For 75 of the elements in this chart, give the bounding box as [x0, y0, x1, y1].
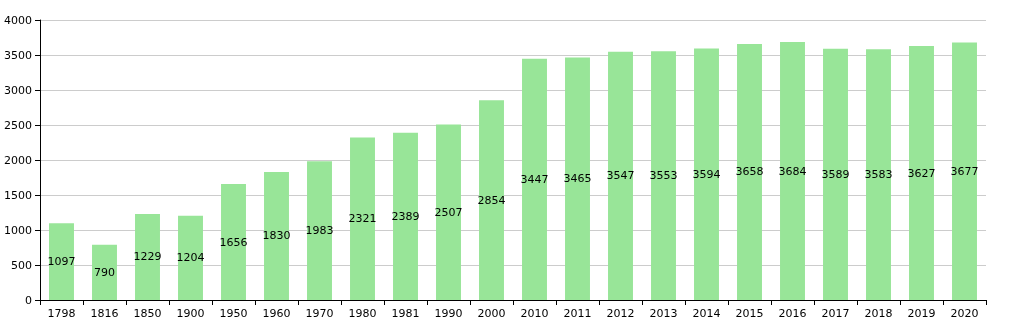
data-label: 3583: [864, 168, 893, 182]
data-label: 1656: [219, 235, 248, 249]
bar: [393, 132, 418, 300]
bar: [307, 161, 332, 300]
x-tick-label: 1970: [305, 307, 334, 320]
bar: [92, 244, 117, 300]
y-tick-label: 1500: [4, 188, 32, 202]
x-tick-label: 1990: [434, 307, 463, 320]
x-tick-label: 1900: [176, 307, 205, 320]
data-label: 3465: [563, 172, 592, 186]
data-label: 3589: [821, 167, 850, 181]
data-label: 3447: [520, 172, 549, 186]
bar: [737, 43, 762, 300]
y-tick-label: 4000: [4, 13, 32, 27]
x-tick-label: 2018: [864, 307, 893, 320]
x-tick-label: 2000: [477, 307, 506, 320]
data-label: 3553: [649, 169, 678, 183]
data-label: 2389: [391, 209, 420, 223]
y-tick-label: 3000: [4, 83, 32, 97]
bar: [909, 46, 934, 300]
data-label: 1229: [133, 250, 162, 264]
x-tick-label: 2010: [520, 307, 549, 320]
bar: [350, 137, 375, 300]
y-tick-label: 0: [25, 293, 32, 307]
data-label: 2854: [477, 193, 506, 207]
bar: [952, 42, 977, 300]
bar: [49, 223, 74, 300]
bar: [479, 100, 504, 300]
x-tick-label: 2015: [735, 307, 764, 320]
bar: [694, 48, 719, 300]
bar: [221, 184, 246, 300]
y-tick-label: 2500: [4, 118, 32, 132]
x-tick-label: 2016: [778, 307, 807, 320]
data-label: 790: [94, 265, 115, 279]
x-tick-label: 2012: [606, 307, 635, 320]
bar: [823, 48, 848, 300]
y-tick-label: 1000: [4, 223, 32, 237]
bar: [135, 213, 160, 300]
bar: [565, 57, 590, 300]
data-label: 3627: [907, 166, 936, 180]
data-label: 1983: [305, 224, 334, 238]
data-label: 3684: [778, 164, 807, 178]
y-tick-label: 500: [11, 258, 32, 272]
x-tick-label: 1950: [219, 307, 248, 320]
data-label: 2321: [348, 212, 377, 226]
x-tick-label: 2014: [692, 307, 721, 320]
bar: [608, 51, 633, 300]
bar: [436, 124, 461, 300]
x-tick-label: 2020: [950, 307, 979, 320]
y-tick-label: 3500: [4, 48, 32, 62]
x-tick-label: 2013: [649, 307, 678, 320]
x-tick-label: 1981: [391, 307, 420, 320]
data-label: 2507: [434, 205, 463, 219]
y-tick-label: 2000: [4, 153, 32, 167]
data-label: 3677: [950, 164, 979, 178]
x-tick-label: 2017: [821, 307, 850, 320]
data-label: 1830: [262, 229, 291, 243]
x-tick-label: 1960: [262, 307, 291, 320]
bar: [264, 171, 289, 300]
data-label: 3658: [735, 165, 764, 179]
x-tick-label: 1816: [90, 307, 119, 320]
bar: [522, 58, 547, 300]
data-label: 3594: [692, 167, 721, 181]
bar: [651, 51, 676, 300]
x-tick-label: 1850: [133, 307, 162, 320]
bar: [178, 215, 203, 300]
data-label: 1204: [176, 251, 205, 265]
data-label: 3547: [606, 169, 635, 183]
x-tick-label: 2019: [907, 307, 936, 320]
data-label: 1097: [47, 255, 76, 269]
x-tick-label: 1980: [348, 307, 377, 320]
x-tick-label: 2011: [563, 307, 592, 320]
x-tick-label: 1798: [47, 307, 76, 320]
bar: [780, 42, 805, 300]
bar: [866, 49, 891, 300]
